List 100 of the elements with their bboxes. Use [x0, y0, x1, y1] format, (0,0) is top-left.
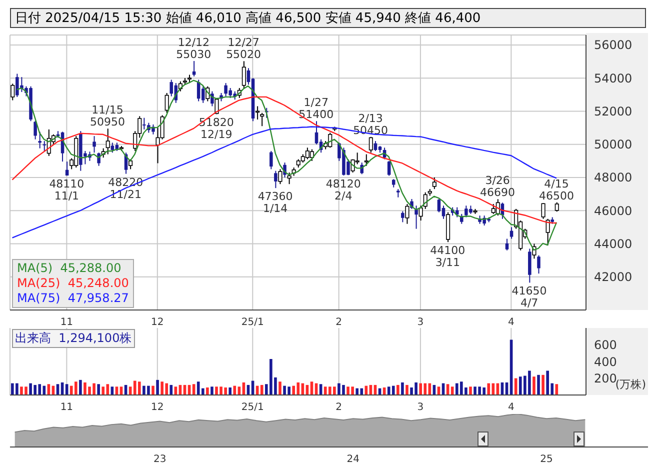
- candlestick: [106, 128, 110, 155]
- x-tick-label: 11: [60, 317, 74, 328]
- candlestick: [192, 60, 196, 77]
- x-tick-label: 25/1: [241, 317, 264, 328]
- candlestick: [242, 60, 246, 89]
- bar: [79, 380, 82, 395]
- bar: [396, 384, 400, 395]
- candlestick: [368, 136, 373, 154]
- candlestick: [387, 160, 391, 176]
- candlestick: [110, 142, 114, 154]
- x-tick-label: 3: [417, 402, 424, 414]
- annotation: 51820 12/19: [198, 116, 234, 142]
- x-tick-label: 25/1: [241, 402, 264, 414]
- annotation: 48120 2/4: [326, 177, 361, 202]
- candlestick: [260, 112, 264, 127]
- bar: [487, 383, 490, 395]
- candlestick: [437, 198, 441, 213]
- candlestick: [546, 218, 550, 246]
- bar: [469, 386, 472, 395]
- annotation: 12/12 55030: [176, 36, 212, 62]
- bar: [542, 374, 544, 395]
- y-tick-label: 600: [594, 338, 617, 352]
- bar: [152, 386, 154, 395]
- x-tick-label: 4: [508, 317, 514, 328]
- annotation: 11/15 50950: [90, 104, 126, 129]
- x-tick-label: 4: [508, 402, 514, 414]
- candlestick: [128, 158, 133, 170]
- bar: [102, 386, 105, 395]
- candlestick: [510, 226, 514, 240]
- candlestick: [210, 90, 214, 107]
- x-tick-label: 12: [151, 402, 164, 414]
- chart-title: 日付 2025/04/15 15:30 始値 46,010 高値 46,500 安値 45,940 終値 46,400: [10, 8, 646, 28]
- annotation: 12/27 55020: [226, 36, 262, 62]
- candlestick: [432, 176, 436, 190]
- candlestick: [414, 205, 418, 230]
- y-tick-label: 56000: [594, 38, 632, 52]
- bar: [138, 382, 141, 395]
- y-tick-label: 52000: [594, 104, 632, 118]
- bar: [292, 386, 296, 395]
- annotation: 3/26 46690: [480, 174, 516, 200]
- annotation: 41650 4/7: [512, 284, 547, 310]
- x-tick-label: 11: [60, 402, 74, 414]
- y-axis-title: (万株): [615, 378, 646, 392]
- y-tick-label: 50000: [594, 138, 632, 152]
- annotation: 4/15 46500: [539, 177, 574, 202]
- annotation: 47360 1/14: [258, 190, 293, 216]
- candlestick: [287, 172, 292, 185]
- annotation: 2/13 50450: [353, 112, 388, 137]
- y-tick-label: 200: [594, 372, 617, 386]
- bar: [278, 382, 282, 395]
- chart-title: 出来高 1,294,100株: [12, 329, 135, 348]
- candlestick: [42, 140, 46, 152]
- bar: [97, 384, 100, 395]
- bar: [537, 374, 540, 395]
- candlestick: [201, 86, 205, 104]
- x-tick-label: 2: [336, 402, 342, 414]
- y-tick-label: 42000: [594, 270, 632, 284]
- y-tick-label: 400: [594, 354, 617, 369]
- x-tick-label: 12: [151, 317, 164, 328]
- bar: [74, 382, 78, 395]
- bar: [228, 387, 232, 395]
- candlestick: [374, 140, 378, 152]
- candlestick: [34, 120, 37, 140]
- bar: [532, 376, 536, 395]
- candlestick: [170, 79, 174, 97]
- candlestick: [528, 248, 532, 284]
- candlestick: [92, 136, 96, 154]
- candlestick: [554, 202, 559, 212]
- x-tick-label: 2: [336, 317, 342, 328]
- candlestick: [274, 170, 278, 189]
- x-tick-label: 23: [153, 454, 166, 466]
- text: MA(25) 45,248.00: [17, 276, 129, 291]
- candlestick: [541, 202, 546, 220]
- bar: [210, 386, 214, 395]
- candlestick: [164, 92, 169, 114]
- candlestick: [278, 168, 282, 185]
- candlestick: [505, 238, 509, 251]
- bar: [356, 388, 359, 395]
- bar: [233, 386, 236, 395]
- candlestick: [401, 210, 404, 223]
- bar: [260, 384, 264, 395]
- candlestick: [418, 205, 423, 222]
- annotation: 44100 3/11: [430, 244, 466, 270]
- x-tick-label: 25: [540, 454, 553, 466]
- bar: [401, 382, 404, 395]
- text: MA(75) 47,958.27: [17, 291, 129, 306]
- y-tick-label: 54000: [594, 71, 632, 86]
- bar: [406, 384, 408, 395]
- bar: [170, 384, 173, 395]
- bar: [156, 380, 159, 395]
- annotation: 1/27 51400: [298, 96, 334, 122]
- candlestick: [38, 131, 42, 149]
- candlestick: [10, 83, 15, 101]
- candlestick: [270, 150, 273, 170]
- candlestick: [405, 203, 410, 224]
- bar: [206, 387, 209, 395]
- x-tick-label: 24: [346, 454, 360, 466]
- candlestick: [310, 148, 314, 162]
- annotation: 48110 11/1: [49, 178, 84, 203]
- y-tick-label: 48000: [594, 170, 632, 185]
